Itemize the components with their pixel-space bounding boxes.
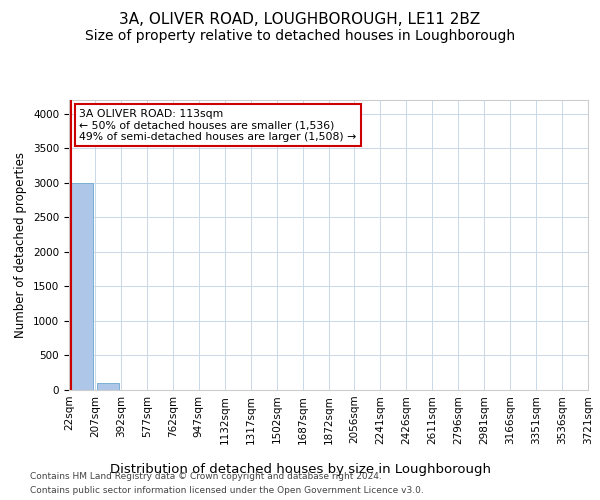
Bar <box>71 183 93 390</box>
Text: Contains HM Land Registry data © Crown copyright and database right 2024.: Contains HM Land Registry data © Crown c… <box>30 472 382 481</box>
Text: 3A OLIVER ROAD: 113sqm
← 50% of detached houses are smaller (1,536)
49% of semi-: 3A OLIVER ROAD: 113sqm ← 50% of detached… <box>79 108 356 142</box>
Y-axis label: Number of detached properties: Number of detached properties <box>14 152 28 338</box>
Text: 3A, OLIVER ROAD, LOUGHBOROUGH, LE11 2BZ: 3A, OLIVER ROAD, LOUGHBOROUGH, LE11 2BZ <box>119 12 481 28</box>
Bar <box>97 383 119 390</box>
Text: Contains public sector information licensed under the Open Government Licence v3: Contains public sector information licen… <box>30 486 424 495</box>
Text: Size of property relative to detached houses in Loughborough: Size of property relative to detached ho… <box>85 29 515 43</box>
Text: Distribution of detached houses by size in Loughborough: Distribution of detached houses by size … <box>110 462 491 475</box>
